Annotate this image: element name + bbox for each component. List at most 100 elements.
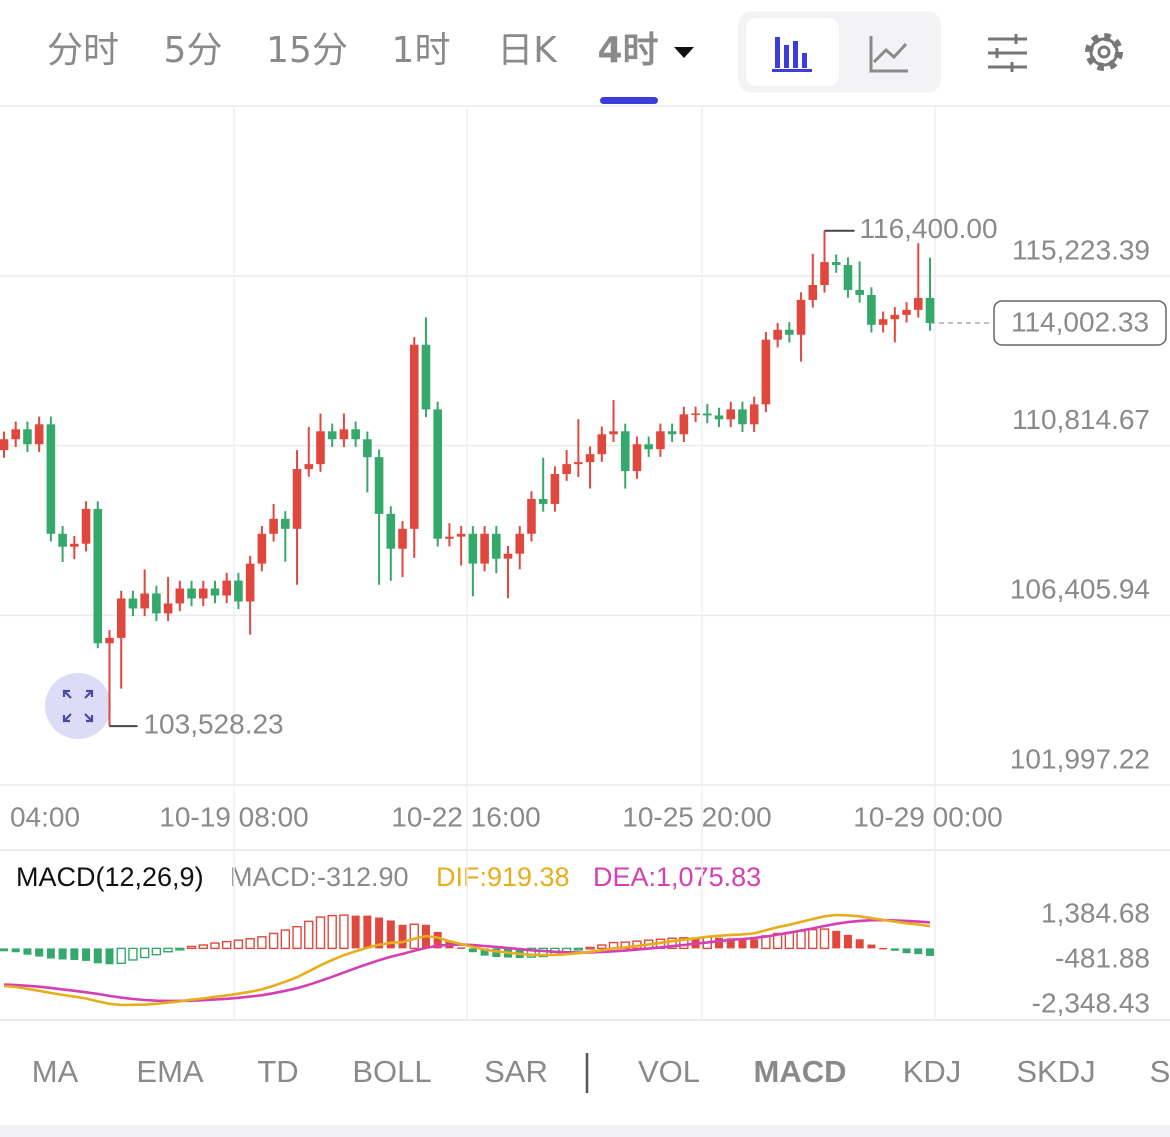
macd-tick-label: -2,348.43 — [1032, 987, 1150, 1018]
macd-bar — [386, 920, 395, 949]
candle-body — [913, 297, 923, 310]
candle-body — [374, 457, 384, 514]
candle-body — [843, 265, 853, 290]
candle-body — [515, 533, 525, 554]
high-label: 116,400.00 — [860, 213, 998, 244]
macd-bar — [409, 923, 419, 950]
macd-bar — [750, 939, 759, 949]
macd-bar — [832, 930, 841, 949]
indicator-tab[interactable]: BOLL — [352, 1054, 431, 1089]
macd-bar — [46, 948, 55, 959]
macd-bar — [0, 948, 8, 952]
macd-bar — [35, 948, 44, 957]
candle-body — [152, 593, 161, 614]
macd-bar — [468, 948, 477, 953]
candle-icon — [772, 37, 812, 72]
timeframe-tab[interactable]: 日K — [497, 30, 558, 71]
price-tick-label: 106,405.94 — [1010, 574, 1150, 605]
candle-body — [269, 518, 278, 534]
macd-bar — [163, 947, 173, 953]
indicator-tab[interactable]: VOL — [638, 1054, 700, 1089]
candle-body — [562, 464, 571, 475]
candles — [0, 230, 935, 727]
macd-bar — [573, 947, 584, 951]
timeframe-tab[interactable]: 5分 — [164, 30, 223, 71]
candle-body — [116, 598, 126, 638]
timeframe-tab[interactable]: 15分 — [266, 30, 348, 71]
candle-chart-button[interactable] — [746, 18, 839, 86]
timeframe-tab[interactable]: 4时 — [597, 30, 658, 71]
settings-button[interactable] — [1085, 33, 1123, 71]
macd-bar — [492, 948, 501, 958]
indicator-settings-button[interactable] — [988, 34, 1027, 72]
candle-body — [93, 508, 103, 644]
expand-icon — [62, 689, 94, 723]
indicator-tab[interactable]: MA — [32, 1054, 79, 1089]
candle-body — [433, 409, 442, 539]
macd-title: MACD(12,26,9) — [16, 862, 204, 892]
candle-body — [738, 409, 747, 425]
indicator-tab[interactable]: S — [1150, 1054, 1170, 1089]
macd-bar — [879, 947, 888, 950]
time-label: 10-19 08:00 — [159, 801, 308, 832]
macd-bar — [23, 948, 32, 955]
candle-body — [656, 431, 665, 450]
macd-bar — [339, 914, 349, 950]
candle-body — [538, 498, 548, 504]
macd-bar — [738, 939, 747, 949]
indicator-tab[interactable]: KDJ — [903, 1054, 962, 1089]
candle-body — [773, 329, 782, 340]
candle-body — [363, 439, 372, 458]
timeframe-tab[interactable]: 1时 — [392, 30, 451, 71]
macd-bar — [843, 934, 852, 949]
macd-bar — [151, 947, 162, 956]
indicator-tab[interactable]: SKDJ — [1016, 1054, 1095, 1089]
candle-body — [808, 284, 818, 300]
macd-bar — [186, 945, 197, 950]
candle-body — [878, 319, 888, 325]
candle-body — [831, 262, 841, 266]
line-chart-button[interactable] — [869, 36, 908, 73]
macd-bar — [304, 920, 314, 950]
expand-circle[interactable] — [45, 673, 111, 739]
price-tick-label: 101,997.22 — [1010, 743, 1150, 774]
expand-button[interactable] — [45, 673, 111, 739]
candle-body — [210, 588, 220, 596]
macd-bar — [198, 944, 208, 950]
macd-bar — [58, 948, 67, 960]
last-price-box — [993, 300, 1167, 346]
macd-bar — [363, 915, 372, 949]
macd-bar — [116, 947, 126, 965]
candle-body — [726, 409, 736, 420]
indicator-tab[interactable]: EMA — [136, 1054, 204, 1089]
indicator-tab[interactable]: MACD — [754, 1054, 847, 1089]
indicator-tab[interactable]: SAR — [484, 1054, 548, 1089]
indicator-tab[interactable]: TD — [257, 1054, 298, 1089]
candle-body — [761, 339, 771, 405]
macd-bar — [819, 928, 830, 950]
macd-bar — [398, 924, 407, 949]
candle-body — [163, 603, 173, 614]
candle-body — [585, 454, 595, 463]
macd-value: MACD:-312.90 — [230, 862, 409, 892]
candle-body — [245, 563, 255, 602]
candle-body — [292, 469, 302, 529]
candle-body — [34, 424, 44, 445]
candle-body — [820, 262, 829, 285]
macd-bar — [292, 925, 302, 950]
candle-body — [503, 553, 513, 559]
candle-body — [644, 444, 653, 450]
timeframe-tab[interactable]: 分时 — [47, 30, 119, 71]
candle-body — [351, 429, 360, 440]
dropdown-caret[interactable] — [674, 47, 694, 58]
macd-bar — [375, 917, 384, 949]
macd-bar — [667, 937, 677, 950]
macd-bar — [726, 938, 735, 949]
macd-bar — [914, 948, 923, 955]
candle-body — [609, 431, 618, 435]
dea-value: DEA:1,075.83 — [593, 862, 761, 892]
candle-body — [620, 431, 630, 472]
candle-body — [421, 344, 431, 410]
